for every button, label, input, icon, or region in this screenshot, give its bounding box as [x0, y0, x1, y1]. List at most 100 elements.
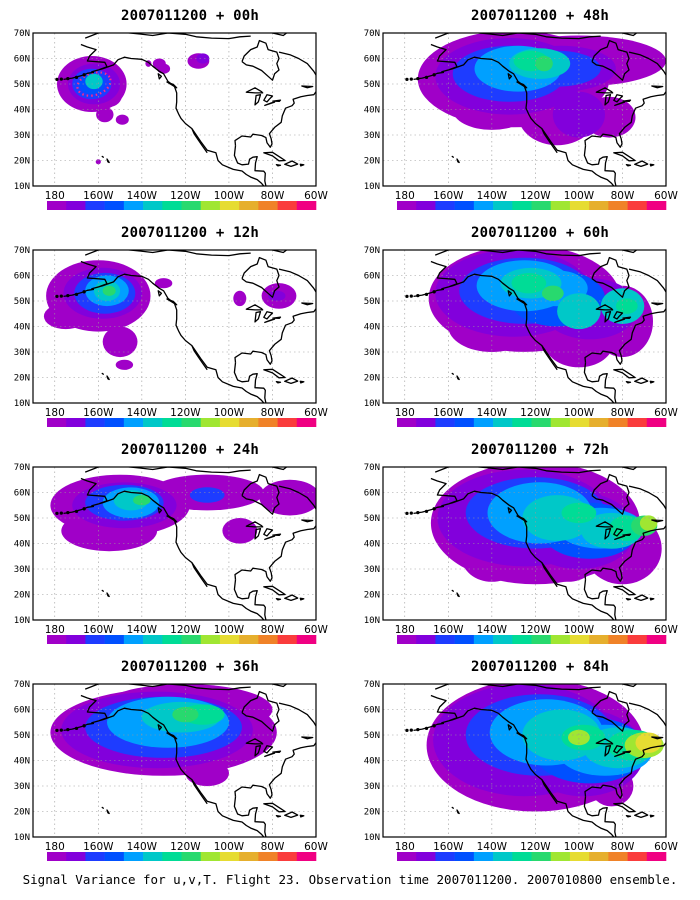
- colorbar-swatch: [416, 201, 436, 210]
- lat-tick-label: 70N: [364, 246, 380, 256]
- colorbar-swatch: [258, 418, 278, 427]
- lon-tick-label: 140W: [477, 841, 508, 853]
- colorbar-swatch: [435, 635, 455, 644]
- lon-tick-label: 100W: [214, 624, 245, 636]
- lat-tick-label: 50N: [14, 514, 30, 524]
- lat-tick-label: 10N: [364, 399, 380, 409]
- lon-tick-label: 100W: [564, 407, 595, 419]
- colorbar-swatch: [200, 201, 221, 210]
- lat-tick-label: 40N: [364, 323, 380, 333]
- colorbar-swatch: [473, 635, 494, 644]
- colorbar-swatch: [277, 852, 298, 861]
- colorbar-swatch: [47, 852, 67, 861]
- lon-tick-label: 120W: [520, 190, 551, 202]
- coastlines: [405, 33, 666, 186]
- colorbar-swatch: [123, 201, 144, 210]
- lat-tick-label: 20N: [14, 591, 30, 601]
- lon-tick-label: 160W: [83, 841, 114, 853]
- variance-contour-band: [511, 273, 547, 294]
- map-frame: [32, 683, 317, 838]
- colorbar-swatch: [531, 201, 552, 210]
- colorbar-swatch: [416, 418, 436, 427]
- gridlines: [33, 684, 316, 837]
- colorbar-swatch: [219, 418, 240, 427]
- colorbar-swatch: [181, 635, 202, 644]
- lon-tick-label: 60W: [654, 407, 678, 419]
- panel-title: 2007011200 + 48h: [470, 8, 610, 24]
- colorbar-swatch: [162, 635, 182, 644]
- variance-contour-band: [541, 285, 564, 301]
- lat-tick-label: 70N: [364, 463, 380, 473]
- map-frame: [32, 32, 317, 187]
- colorbar-swatch: [181, 418, 202, 427]
- variance-field: [33, 250, 316, 403]
- coastlines: [405, 467, 666, 620]
- lon-tick-label: 140W: [127, 624, 158, 636]
- gridlines: [33, 33, 316, 186]
- lon-tick-label: 180: [395, 407, 415, 419]
- colorbar-swatch: [143, 201, 163, 210]
- colorbar-swatch: [219, 201, 240, 210]
- map-plot: 70N 60N 50N 40N 30N 20N 10N 180 160W 140W 120W 100W…: [14, 680, 328, 861]
- colorbar-swatch: [296, 201, 317, 210]
- lon-tick-label: 160W: [433, 624, 464, 636]
- lon-tick-label: 180: [395, 624, 415, 636]
- lon-tick-label: 80W: [261, 407, 285, 419]
- colorbar-swatch: [435, 201, 455, 210]
- colorbar-swatch: [608, 852, 628, 861]
- gridlines: [383, 250, 666, 403]
- colorbar-swatch: [104, 852, 125, 861]
- map-frame: [382, 466, 667, 621]
- colorbar-swatch: [569, 201, 590, 210]
- colorbar-swatch: [123, 418, 144, 427]
- variance-contour-band: [557, 293, 601, 330]
- variance-field: [33, 467, 316, 620]
- lon-tick-label: 120W: [170, 190, 201, 202]
- map-plot: 70N 60N 50N 40N 30N 20N 10N 180 160W 140W 120W 100W…: [14, 29, 328, 210]
- panel-title: 2007011200 + 00h: [120, 8, 260, 24]
- colorbar-swatch: [162, 852, 182, 861]
- lon-tick-label: 80W: [261, 624, 285, 636]
- lon-tick-label: 160W: [433, 841, 464, 853]
- colorbar-swatch: [531, 635, 552, 644]
- colorbar-swatch: [589, 635, 609, 644]
- lat-tick-label: 50N: [364, 297, 380, 307]
- colorbar-swatch: [296, 852, 317, 861]
- colorbar-swatch: [550, 418, 571, 427]
- lon-tick-label: 60W: [654, 841, 678, 853]
- lat-tick-label: 70N: [364, 680, 380, 690]
- lon-tick-label: 100W: [214, 841, 245, 853]
- colorbar-swatch: [493, 635, 513, 644]
- map-panel-48h: 2007011200 + 48h 70N 60N 50N 40N 30N 20N 10N 180…: [350, 0, 690, 212]
- lon-tick-label: 60W: [304, 624, 328, 636]
- lat-tick-label: 10N: [14, 399, 30, 409]
- colorbar-swatch: [589, 852, 609, 861]
- lat-tick-label: 50N: [14, 80, 30, 90]
- colorbar-swatch: [454, 635, 475, 644]
- colorbar-swatch: [162, 201, 182, 210]
- lon-tick-label: 180: [45, 190, 65, 202]
- variance-contour-band: [189, 487, 225, 503]
- lon-tick-label: 100W: [564, 624, 595, 636]
- colorbar-swatch: [200, 418, 221, 427]
- variance-contour-band: [102, 285, 116, 296]
- lat-tick-label: 30N: [364, 131, 380, 141]
- coastlines: [55, 467, 316, 620]
- colorbar-swatch: [104, 418, 125, 427]
- lon-tick-label: 120W: [170, 841, 201, 853]
- colorbar-swatch: [627, 201, 648, 210]
- lat-tick-label: 60N: [364, 55, 380, 65]
- observation-track: [76, 71, 112, 97]
- lat-tick-label: 60N: [14, 706, 30, 716]
- colorbar-swatch: [397, 852, 417, 861]
- lat-tick-label: 10N: [14, 833, 30, 843]
- colorbar-swatch: [47, 635, 67, 644]
- colorbar-swatch: [123, 852, 144, 861]
- lat-tick-label: 10N: [14, 616, 30, 626]
- colorbar-swatch: [454, 201, 475, 210]
- lon-tick-label: 160W: [83, 407, 114, 419]
- gridlines: [33, 467, 316, 620]
- colorbar-swatch: [608, 201, 628, 210]
- lat-tick-label: 60N: [14, 55, 30, 65]
- colorbar-swatch: [454, 418, 475, 427]
